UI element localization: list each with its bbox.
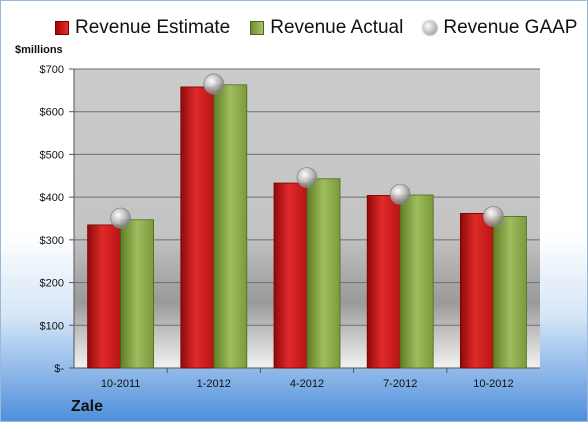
y-tick-label: $300 bbox=[40, 235, 64, 247]
legend-item-gaap: Revenue GAAP bbox=[423, 17, 577, 39]
bar-revenue-estimate bbox=[273, 182, 308, 369]
bar-revenue-actual bbox=[492, 215, 527, 369]
y-tick-label: $400 bbox=[40, 192, 64, 204]
x-tick-label: 10-2012 bbox=[473, 378, 513, 390]
bar-revenue-actual bbox=[399, 194, 434, 369]
y-tick-label: $200 bbox=[40, 278, 64, 290]
x-tick-label: 10-2011 bbox=[101, 378, 141, 390]
x-tick-label: 4-2012 bbox=[290, 378, 324, 390]
point-revenue-gaap bbox=[389, 183, 411, 205]
bar-revenue-actual bbox=[306, 178, 341, 369]
bar-revenue-estimate bbox=[180, 86, 215, 369]
bar-revenue-actual bbox=[213, 84, 248, 369]
legend-swatch-actual bbox=[250, 21, 265, 35]
point-revenue-gaap bbox=[482, 205, 504, 227]
legend-label-gaap: Revenue GAAP bbox=[443, 17, 578, 38]
legend: Revenue Estimate Revenue Actual Revenue … bbox=[55, 17, 577, 39]
legend-marker-gaap bbox=[423, 21, 438, 35]
legend-label-estimate: Revenue Estimate bbox=[75, 17, 231, 38]
company-label: Zale bbox=[71, 398, 104, 415]
bar-revenue-estimate bbox=[87, 224, 121, 369]
point-revenue-gaap bbox=[296, 167, 318, 188]
bar-revenue-estimate bbox=[459, 212, 494, 369]
legend-label-actual: Revenue Actual bbox=[270, 17, 404, 38]
legend-item-estimate: Revenue Estimate bbox=[55, 17, 230, 39]
y-tick-label: $700 bbox=[40, 64, 64, 76]
bar-revenue-actual bbox=[120, 219, 154, 369]
y-tick-label: $- bbox=[54, 363, 64, 375]
point-revenue-gaap bbox=[110, 207, 131, 229]
x-tick-label: 7-2012 bbox=[383, 378, 417, 390]
plot-area: $- $100 $200 $300 $400 $500 $600 $700 10-2011 1-2… bbox=[40, 64, 540, 390]
legend-item-actual: Revenue Actual bbox=[250, 17, 403, 39]
y-tick-label: $500 bbox=[40, 149, 64, 161]
point-revenue-gaap bbox=[203, 73, 225, 95]
y-tick-label: $100 bbox=[40, 320, 64, 332]
bar-revenue-estimate bbox=[366, 195, 401, 369]
y-tick-label: $600 bbox=[40, 107, 64, 119]
legend-swatch-estimate bbox=[55, 21, 69, 35]
x-tick-label: 1-2012 bbox=[197, 378, 231, 390]
y-axis-unit-label: $millions bbox=[15, 44, 63, 56]
